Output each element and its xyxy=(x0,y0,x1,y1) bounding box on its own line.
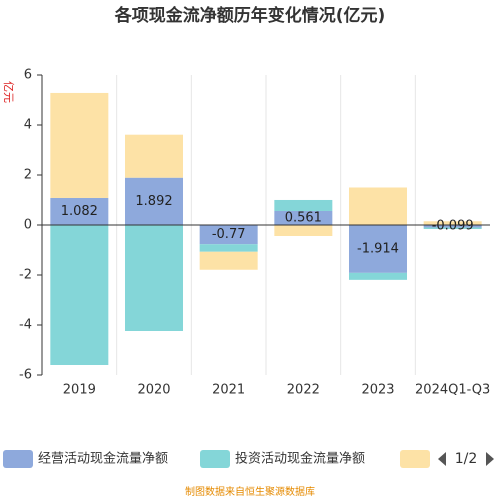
legend-swatch xyxy=(200,450,230,468)
x-tick-label: 2021 xyxy=(212,383,245,398)
legend-swatch xyxy=(400,450,430,468)
bar-segment xyxy=(199,225,258,245)
data-label: 1.892 xyxy=(135,194,172,209)
legend-next[interactable] xyxy=(486,452,494,466)
bar-segment xyxy=(274,210,333,225)
bar-segment xyxy=(423,225,482,228)
y-tick-label: 6 xyxy=(24,68,32,83)
x-tick-label: 2022 xyxy=(287,383,320,398)
x-tick-label: 2023 xyxy=(361,383,394,398)
bar-segment xyxy=(274,225,333,236)
data-label: 1.082 xyxy=(61,204,98,219)
data-label: -0.099 xyxy=(432,219,474,234)
bar-segment xyxy=(125,225,183,331)
data-label: -1.914 xyxy=(357,241,399,256)
bar-segment xyxy=(349,272,407,280)
bar-segment xyxy=(423,221,482,225)
bar-segment xyxy=(349,187,407,225)
bar-segment xyxy=(349,225,407,273)
y-tick-label: -2 xyxy=(19,268,32,283)
legend-page: 1/2 xyxy=(455,451,478,467)
legend-prev[interactable] xyxy=(438,452,446,466)
bar-segment xyxy=(199,251,258,270)
y-tick-label: -6 xyxy=(19,368,32,383)
bar-segment xyxy=(125,177,183,225)
legend-swatch xyxy=(3,450,33,468)
bar-segment xyxy=(50,197,109,225)
bar-segment xyxy=(274,199,333,211)
y-axis-label: 亿元 xyxy=(2,81,15,103)
bar-segment xyxy=(199,244,258,252)
bar-segment xyxy=(125,134,183,178)
x-tick-label: 2020 xyxy=(137,383,170,398)
legend-label: 投资活动现金流量净额 xyxy=(235,451,365,467)
y-tick-label: -4 xyxy=(19,318,32,333)
bar-segment xyxy=(423,227,482,229)
y-tick-label: 0 xyxy=(24,218,32,233)
y-tick-label: 4 xyxy=(24,118,32,133)
chart-title: 各项现金流净额历年变化情况(亿元) xyxy=(114,5,386,26)
legend-label: 经营活动现金流量净额 xyxy=(38,451,168,467)
x-tick-label: 2019 xyxy=(63,383,96,398)
data-label: 0.561 xyxy=(285,210,322,225)
x-tick-label: 2024Q1-Q3 xyxy=(415,383,490,398)
y-tick-label: 2 xyxy=(24,168,32,183)
bar-segment xyxy=(50,92,109,198)
data-label: -0.77 xyxy=(212,227,246,242)
bar-segment xyxy=(50,225,109,365)
source-note: 制图数据来自恒生聚源数据库 xyxy=(185,485,315,498)
